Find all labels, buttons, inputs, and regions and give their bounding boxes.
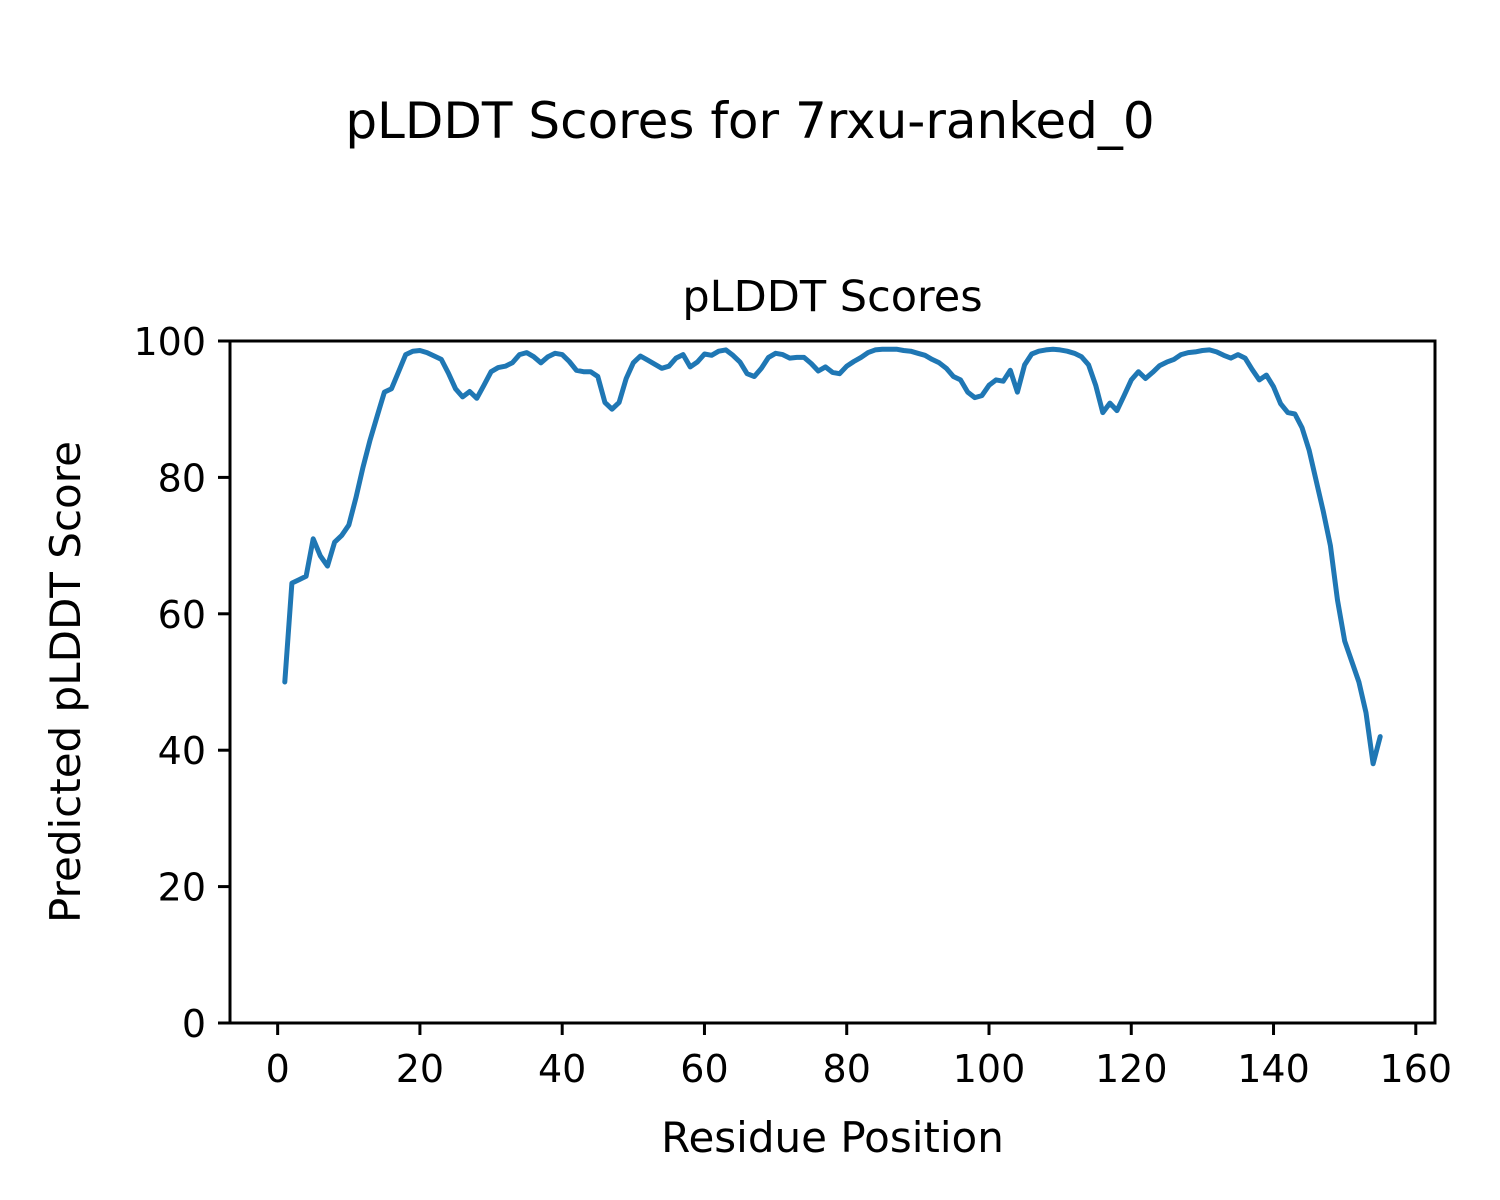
y-tick-label: 0 xyxy=(182,1002,206,1046)
x-tick-label: 120 xyxy=(1095,1047,1168,1091)
y-tick-label: 40 xyxy=(158,729,206,773)
y-tick-label: 20 xyxy=(158,866,206,910)
x-tick-label: 160 xyxy=(1380,1047,1453,1091)
y-tick-label: 100 xyxy=(133,320,206,364)
axes-title: pLDDT Scores xyxy=(682,272,983,322)
axes-border xyxy=(228,339,1437,1025)
x-tick-label: 100 xyxy=(953,1047,1026,1091)
x-tick-label: 0 xyxy=(266,1047,290,1091)
x-tick-label: 40 xyxy=(538,1047,586,1091)
y-tick-label: 80 xyxy=(158,456,206,500)
x-tick-label: 60 xyxy=(680,1047,728,1091)
figure-suptitle: pLDDT Scores for 7rxu-ranked_0 xyxy=(345,92,1155,150)
x-axis-label: Residue Position xyxy=(661,1113,1004,1162)
y-tick-label: 60 xyxy=(158,593,206,637)
x-tick-label: 140 xyxy=(1237,1047,1310,1091)
plddt-line xyxy=(282,346,1383,767)
x-tick-label: 20 xyxy=(396,1047,444,1091)
y-axis-label: Predicted pLDDT Score xyxy=(41,441,90,923)
x-tick-label: 80 xyxy=(823,1047,871,1091)
